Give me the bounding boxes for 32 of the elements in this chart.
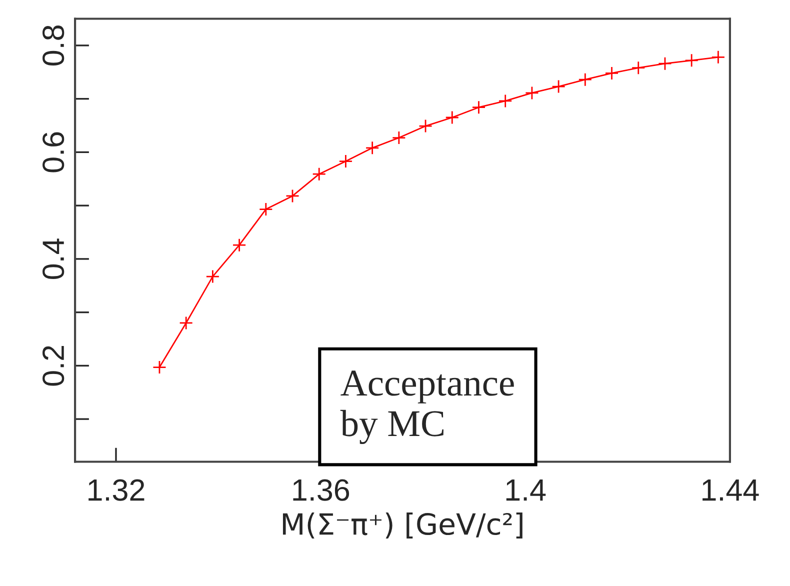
point [338, 154, 353, 168]
point [286, 189, 300, 203]
point [658, 56, 672, 71]
point [711, 50, 726, 64]
point [152, 360, 166, 374]
x-axis-title: M(Σ⁻π⁺) [GeV/c²] [282, 512, 522, 538]
point [179, 316, 194, 330]
point [418, 119, 432, 133]
point [445, 110, 460, 124]
y-tick-label: 0.6 [42, 132, 64, 172]
point [604, 66, 619, 80]
point [258, 202, 273, 216]
point [312, 167, 326, 182]
x-tick-label: 1.4 [506, 480, 546, 501]
x-tick-label: 1.36 [293, 479, 350, 501]
point [684, 53, 699, 68]
y-tick-label: 0.4 [42, 238, 64, 279]
x-tick-label: 1.44 [702, 480, 759, 501]
annotation: Acceptance by MC [340, 370, 514, 444]
point [552, 80, 566, 94]
y-tick-label: 0.2 [42, 346, 64, 386]
point [578, 72, 592, 87]
point [472, 100, 486, 114]
point [365, 140, 380, 155]
y-tick-label: 0.8 [42, 26, 64, 66]
point [498, 94, 512, 108]
point [206, 270, 220, 284]
point [631, 60, 646, 75]
point [525, 86, 539, 100]
point [392, 130, 406, 145]
point [232, 238, 246, 252]
x-tick-label: 1.32 [88, 479, 144, 501]
